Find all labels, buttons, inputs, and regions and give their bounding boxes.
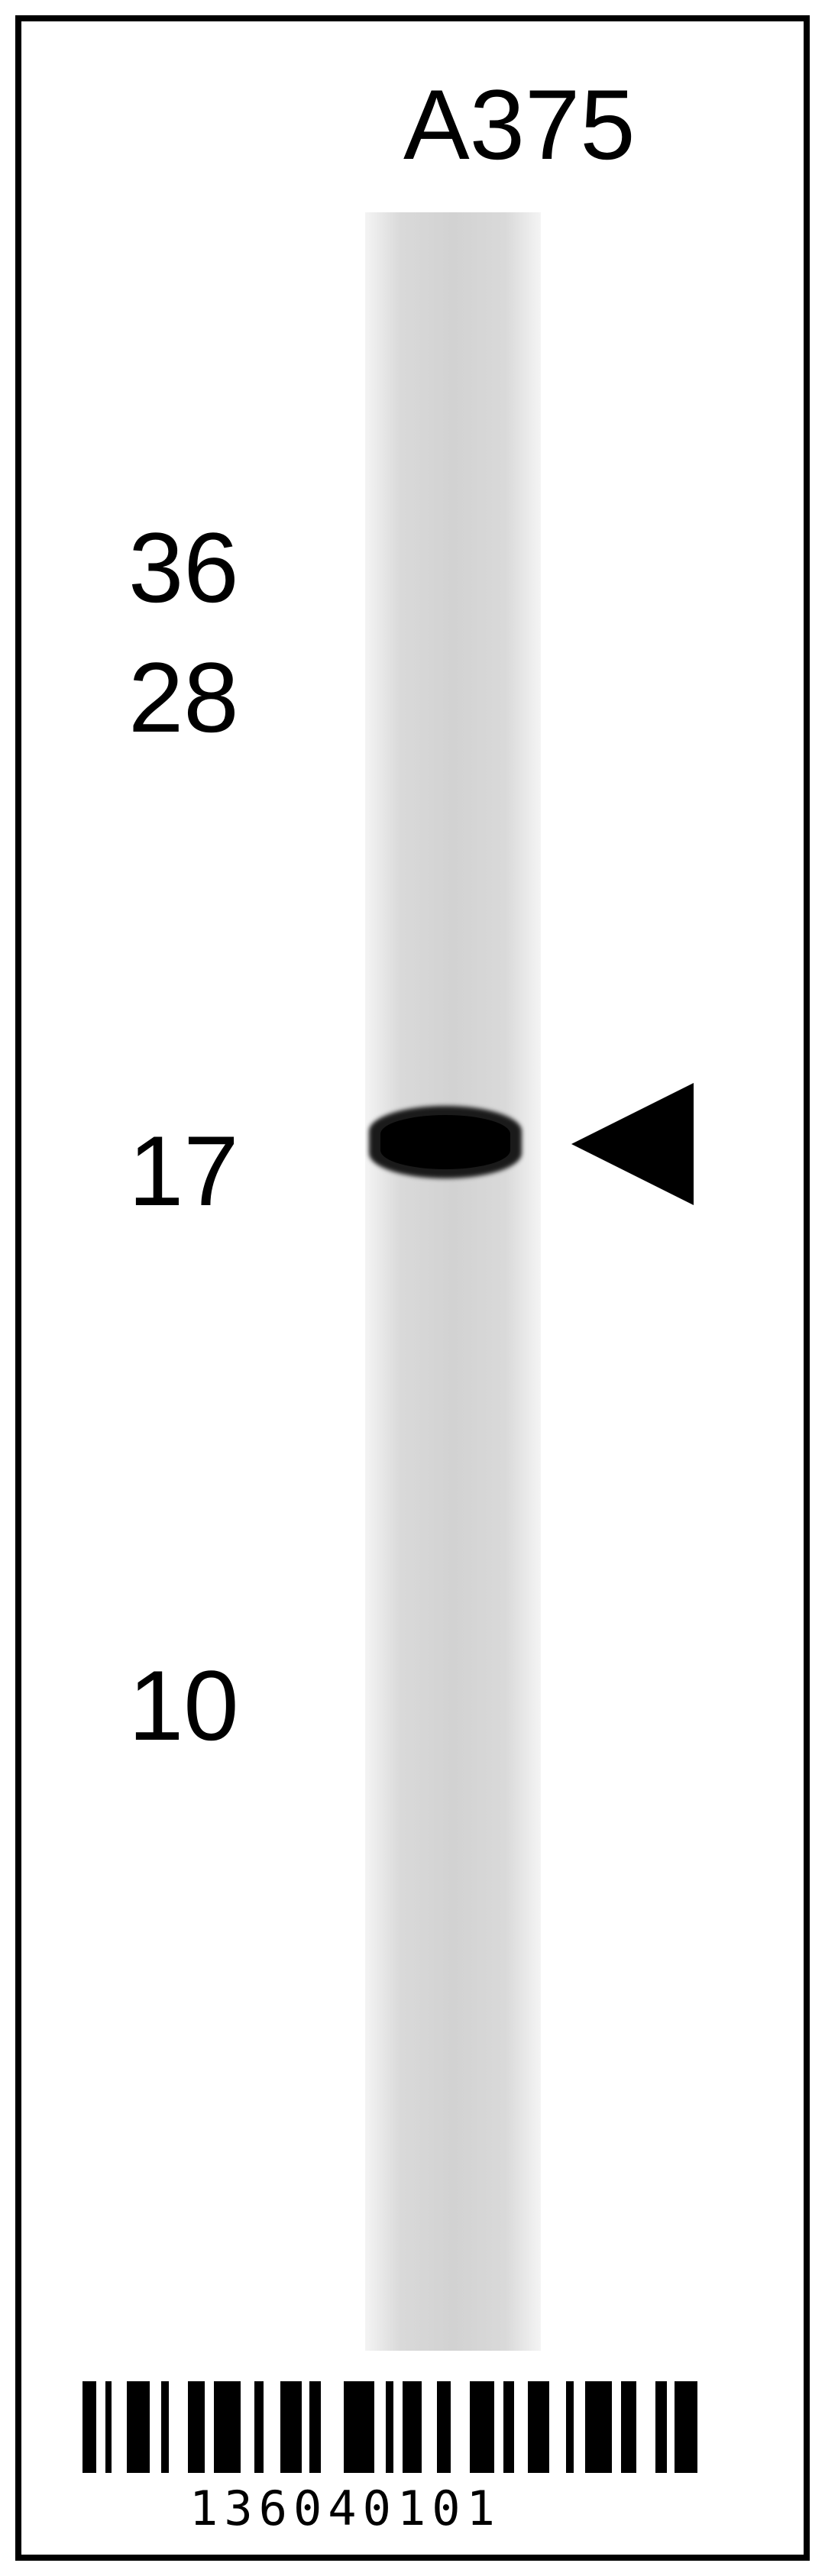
barcode-bar [655,2381,667,2473]
mw-marker-36: 36 [128,510,239,625]
barcode [82,2381,755,2473]
barcode-bar [470,2381,494,2473]
blot-frame: A375 36 28 17 10 136040101 [15,15,810,2561]
mw-marker-17: 17 [128,1113,239,1228]
barcode-bar [621,2381,636,2473]
barcode-bar [82,2381,96,2473]
barcode-bar [503,2381,514,2473]
barcode-bar [344,2381,374,2473]
barcode-bar [386,2381,393,2473]
barcode-bar [127,2381,150,2473]
barcode-bar [254,2381,264,2473]
barcode-bar [566,2381,574,2473]
mw-marker-28: 28 [128,640,239,755]
protein-band [380,1115,510,1169]
barcode-bar [528,2381,549,2473]
barcode-bar [309,2381,321,2473]
gel-lane [365,212,541,2351]
barcode-bar [403,2381,422,2473]
sample-label: A375 [403,67,636,182]
barcode-bar [214,2381,241,2473]
barcode-bar [280,2381,302,2473]
mw-marker-10: 10 [128,1648,239,1763]
barcode-bar [105,2381,112,2473]
barcode-bar [161,2381,169,2473]
barcode-bar [675,2381,697,2473]
barcode-number: 136040101 [189,2481,501,2536]
band-arrow-icon [571,1075,694,1213]
barcode-bar [437,2381,451,2473]
barcode-bar [585,2381,612,2473]
barcode-bar [188,2381,205,2473]
